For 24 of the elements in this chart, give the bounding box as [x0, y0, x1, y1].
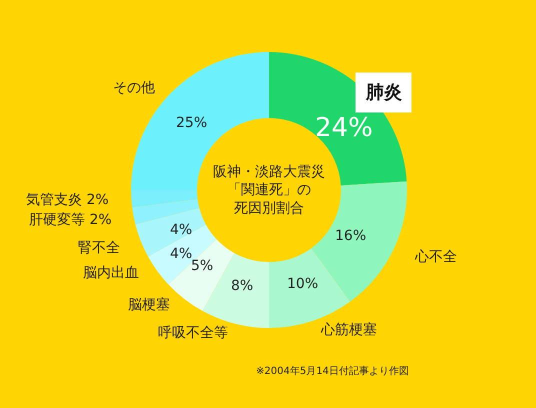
slice-label: 心不全 — [414, 249, 457, 265]
text: ※2004年5月14日付記事より作図 — [256, 365, 409, 377]
data-label: 8% — [231, 278, 254, 294]
slice-label: 呼吸不全等 — [158, 325, 228, 341]
slice-label: その他 — [113, 80, 155, 96]
slice-label: 肝硬変等 2% — [29, 212, 112, 228]
slice-label: 気管支炎 2% — [26, 192, 109, 208]
donut-slice — [131, 190, 198, 208]
data-label: 4% — [170, 246, 192, 262]
data-label: 4% — [170, 222, 192, 238]
slice-label: 脳梗塞 — [128, 297, 170, 313]
donut-slice — [148, 224, 217, 284]
donut-slice — [132, 199, 200, 224]
data-label: 24% — [315, 113, 373, 143]
slice-label: 肺炎 — [365, 82, 402, 103]
data-label: 10% — [287, 276, 318, 292]
slice-label: 心筋梗塞 — [320, 322, 377, 338]
data-label: 25% — [176, 115, 208, 131]
data-label: 16% — [335, 228, 366, 244]
donut-slice — [135, 208, 206, 256]
slice-label: 腎不全 — [78, 240, 120, 256]
data-label: 5% — [191, 258, 214, 274]
slice-label: 脳内出血 — [83, 265, 139, 281]
text: 阪神・淡路大震災「関連死」の死因別割合 — [213, 164, 325, 216]
